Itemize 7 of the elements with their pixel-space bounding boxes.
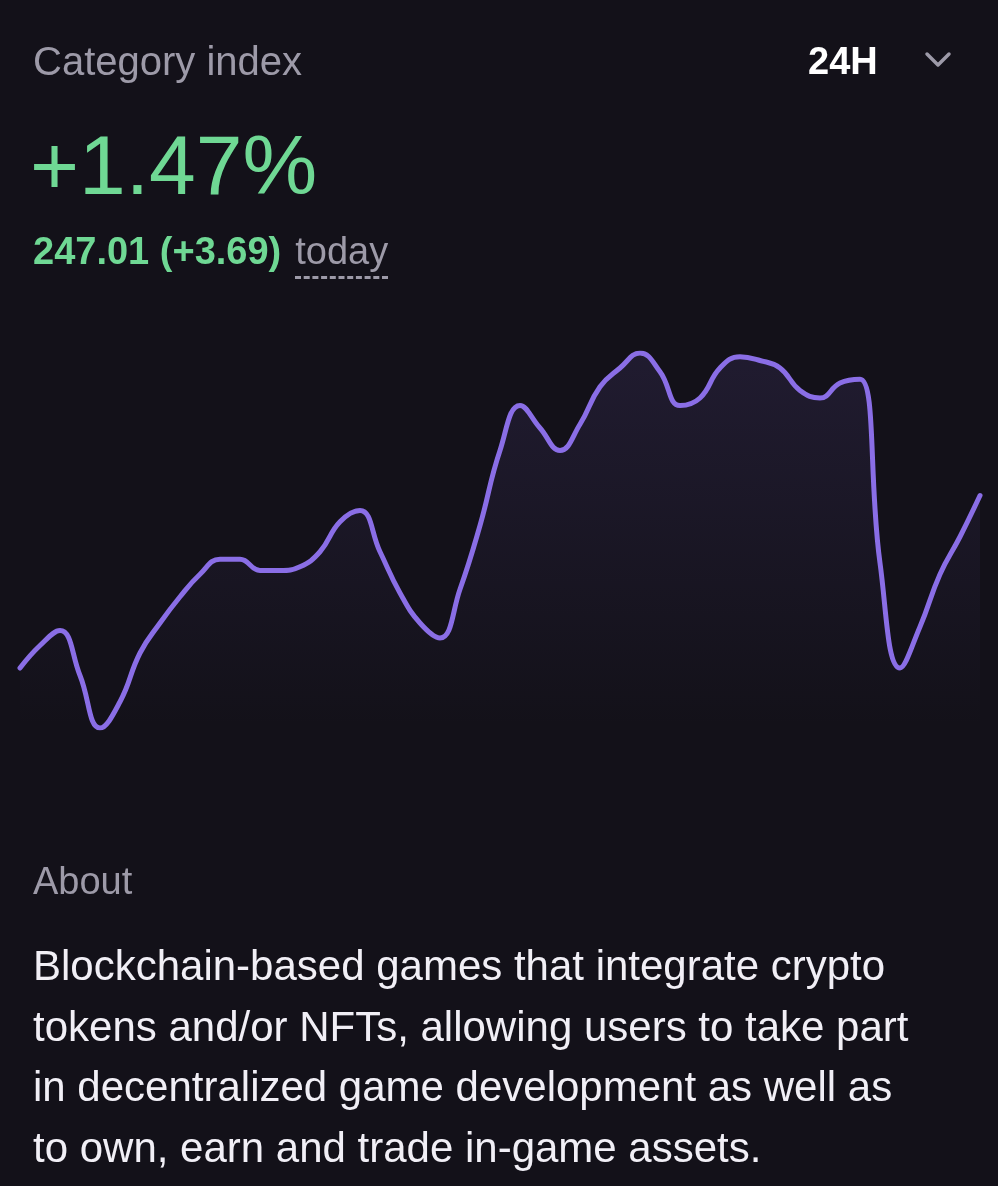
text: About (33, 859, 133, 904)
text: Blockchain-based games that integrate crypto tokens and/or NFTs, allowing users to take part in decentralized game development as well as to own, earn and trade in-game assets. (33, 941, 910, 1173)
chart-title: Category index (33, 38, 303, 84)
chart-subtitle: +1.47% (30, 118, 318, 212)
text: 247.01 (+3.69) (33, 229, 282, 274)
text: today (295, 229, 389, 274)
text: 24H (808, 39, 878, 84)
